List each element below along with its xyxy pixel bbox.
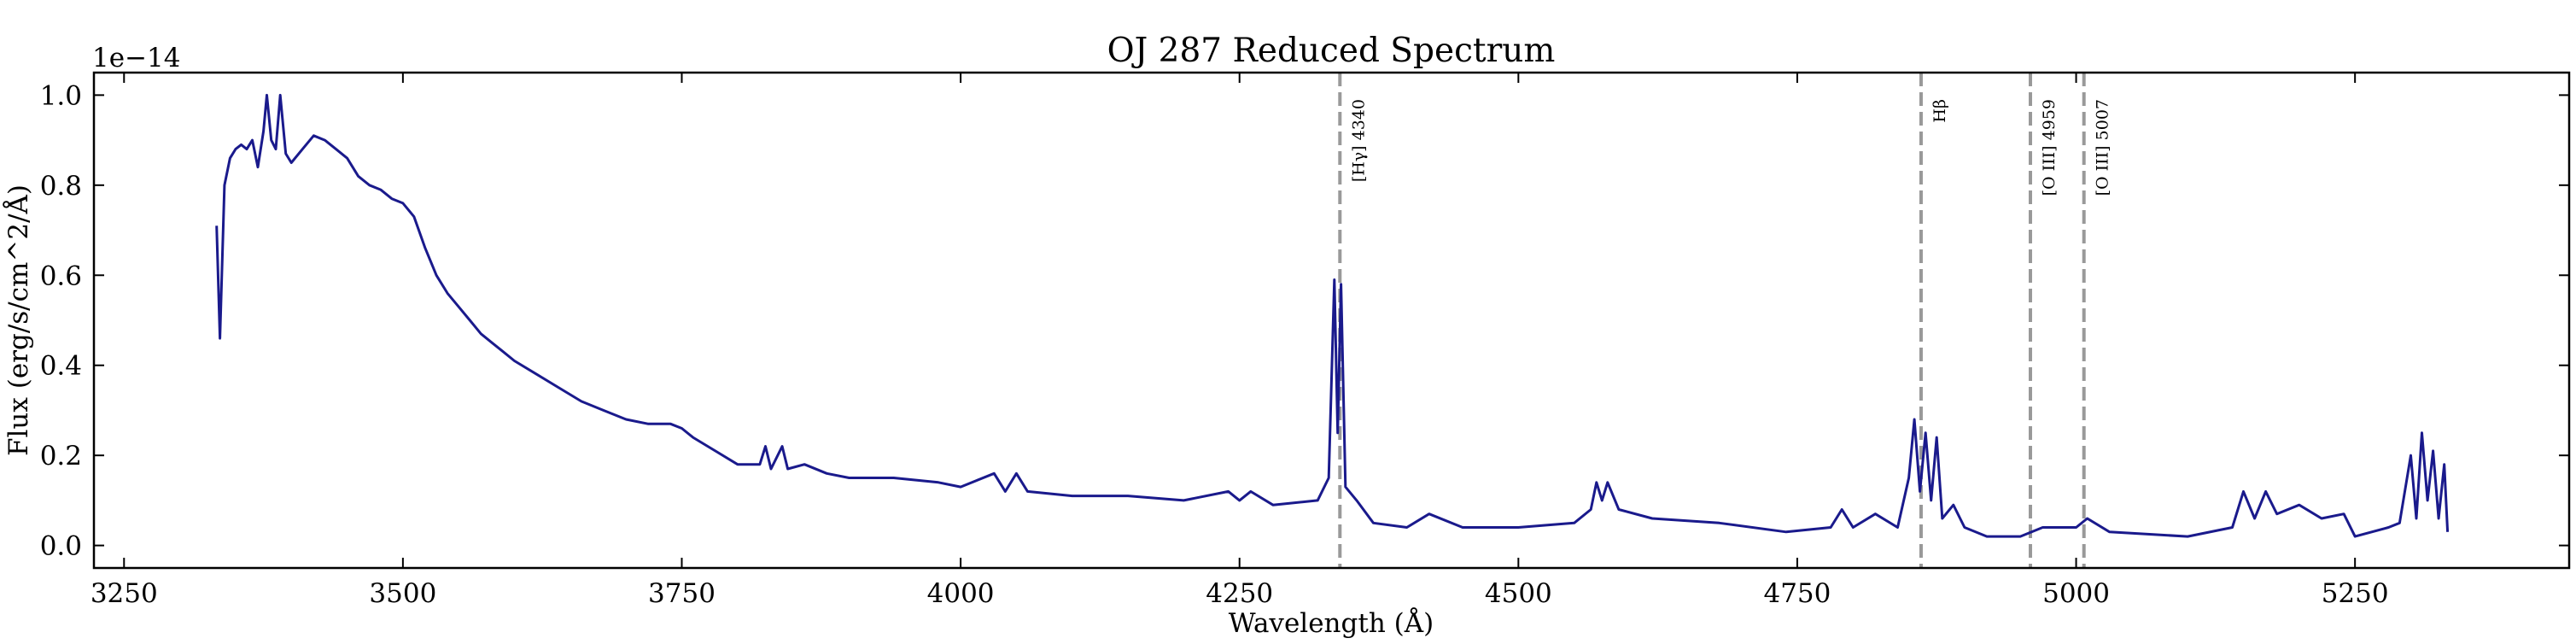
y-tick-label: 0.8 — [40, 171, 82, 202]
x-tick-label: 4500 — [1485, 578, 1552, 609]
y-tick-label: 1.0 — [40, 80, 82, 111]
x-tick-label: 5250 — [2322, 578, 2389, 609]
y-tick-label: 0.4 — [40, 351, 82, 382]
x-tick-label: 3500 — [369, 578, 436, 609]
y-tick-label: 0.0 — [40, 531, 82, 562]
x-tick-label: 5000 — [2042, 578, 2110, 609]
spectrum-line — [215, 93, 2450, 538]
x-tick-label: 3250 — [91, 578, 158, 609]
reference-label: [O III] 5007 — [2094, 99, 2112, 196]
x-tick-label: 4750 — [1763, 578, 1831, 609]
reference-label: [Hγ] 4340 — [1349, 99, 1368, 182]
x-tick-label: 4250 — [1206, 578, 1273, 609]
chart-title: OJ 287 Reduced Spectrum — [1107, 32, 1556, 70]
y-offset-label: 1e−14 — [92, 43, 181, 73]
x-tick-label: 3750 — [648, 578, 716, 609]
reference-label: Hβ — [1931, 99, 1949, 123]
plot-frame — [92, 71, 2571, 570]
y-axis-label: Flux (erg/s/cm^2/Å) — [2, 184, 34, 456]
x-tick-label: 4000 — [927, 578, 995, 609]
reference-label: [O III] 4959 — [2040, 99, 2059, 196]
x-axis-label: Wavelength (Å) — [1229, 606, 1434, 639]
y-tick-label: 0.2 — [40, 441, 82, 471]
y-tick-label: 0.6 — [40, 261, 82, 291]
